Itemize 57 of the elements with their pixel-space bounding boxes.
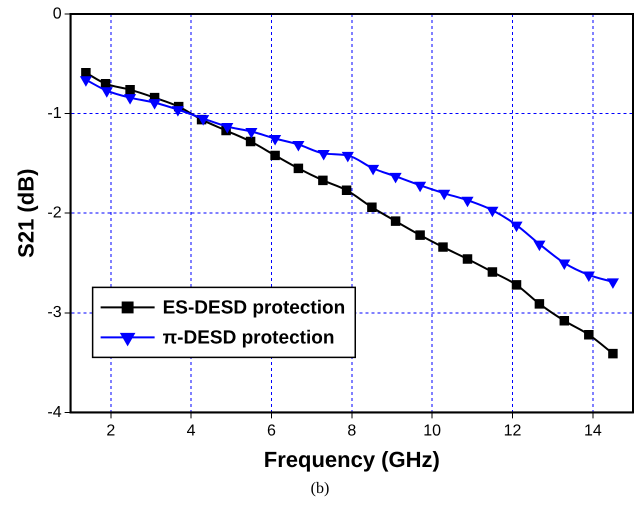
point (462, 196, 474, 207)
text: (b) (310, 480, 330, 498)
point (560, 316, 570, 326)
y-tick-label: 0 (52, 5, 62, 22)
point (292, 140, 304, 151)
y-tick-label: -1 (47, 105, 62, 122)
point (534, 240, 546, 251)
point (607, 278, 619, 288)
y-tick-label: -3 (47, 304, 62, 322)
point (148, 99, 160, 110)
legend-label: π-DESD protection (162, 328, 334, 349)
point (415, 230, 425, 240)
point (534, 299, 544, 309)
point (510, 222, 522, 232)
point (172, 106, 184, 116)
point (367, 202, 377, 212)
point (488, 267, 498, 277)
x-tick-label: 8 (347, 422, 356, 440)
point (222, 123, 233, 134)
point (414, 182, 426, 192)
x-tick-label: 12 (504, 422, 522, 440)
legend-label: ES-DESD protection (162, 298, 346, 319)
x-tick-label: 6 (267, 422, 276, 440)
point (608, 348, 618, 358)
y-tick-label: -4 (47, 404, 62, 421)
point (269, 135, 281, 145)
point (294, 164, 304, 174)
point (342, 152, 354, 162)
point (80, 76, 92, 86)
point (390, 172, 402, 183)
y-axis-title: S21 (dB) (13, 168, 38, 258)
x-tick-label: 14 (584, 422, 602, 440)
point (125, 84, 135, 94)
point (367, 164, 379, 175)
point (318, 176, 328, 186)
point (512, 280, 522, 290)
point (124, 94, 136, 104)
point (558, 260, 570, 270)
point (584, 330, 594, 340)
point (270, 150, 280, 160)
point (462, 254, 472, 264)
point (438, 190, 450, 200)
x-tick-label: 2 (106, 422, 116, 440)
point (583, 271, 595, 282)
x-tick-label: 4 (186, 422, 196, 440)
x-axis-title: Frequency (GHz) (264, 446, 440, 472)
y-tick-label: -2 (47, 204, 62, 222)
point (246, 128, 258, 138)
point (486, 206, 498, 217)
point (390, 216, 400, 226)
point (246, 136, 256, 146)
x-tick-label: 10 (423, 422, 442, 440)
point (318, 150, 330, 160)
point (438, 242, 448, 252)
point (197, 115, 209, 126)
point (342, 186, 352, 196)
point (101, 87, 112, 98)
